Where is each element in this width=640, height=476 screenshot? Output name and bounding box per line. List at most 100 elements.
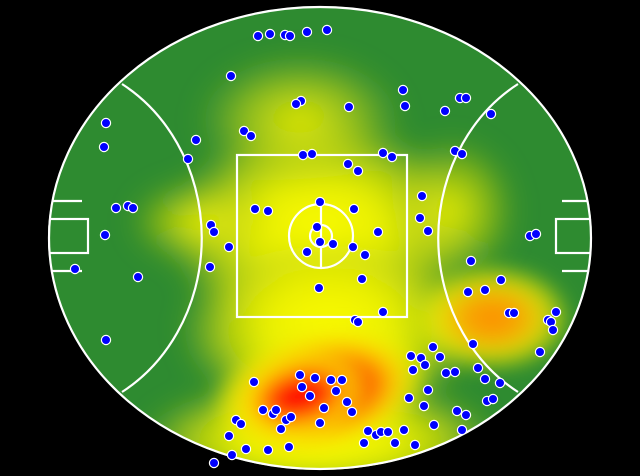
event-point (314, 417, 326, 429)
event-point (127, 202, 139, 214)
event-point (550, 306, 562, 318)
event-point (190, 134, 202, 146)
heat-top-corridor (195, 52, 405, 188)
event-point (283, 441, 295, 453)
event-point (399, 100, 411, 112)
event-point (249, 203, 261, 215)
event-point (495, 274, 507, 286)
event-point (377, 147, 389, 159)
event-point (325, 374, 337, 386)
event-point (208, 457, 220, 469)
event-point (386, 151, 398, 163)
event-point (301, 26, 313, 38)
event-point (358, 437, 370, 449)
heat-right-wing (386, 136, 518, 284)
event-point (235, 418, 247, 430)
event-point (327, 238, 339, 250)
event-point (418, 400, 430, 412)
event-point (409, 439, 421, 451)
event-point (460, 92, 472, 104)
event-markers (69, 24, 562, 469)
ground-markings (47, 5, 593, 471)
event-point (346, 406, 358, 418)
event-point (398, 424, 410, 436)
event-point (240, 443, 252, 455)
event-point (422, 384, 434, 396)
event-point (428, 419, 440, 431)
event-point (456, 424, 468, 436)
event-point (479, 373, 491, 385)
event-point (530, 228, 542, 240)
event-point (377, 306, 389, 318)
event-point (204, 261, 216, 273)
event-point (208, 226, 220, 238)
event-point (264, 28, 276, 40)
event-point (422, 225, 434, 237)
event-point (427, 341, 439, 353)
event-point (238, 125, 250, 137)
event-point (347, 241, 359, 253)
event-point (465, 255, 477, 267)
event-point (100, 117, 112, 129)
event-point (382, 426, 394, 438)
event-point (98, 141, 110, 153)
event-point (348, 203, 360, 215)
event-point (262, 205, 274, 217)
event-point (304, 390, 316, 402)
event-point (405, 350, 417, 362)
centre-square (235, 153, 409, 319)
event-point (309, 372, 321, 384)
event-point (508, 307, 520, 319)
event-point (352, 316, 364, 328)
event-point (434, 351, 446, 363)
event-point (314, 196, 326, 208)
event-point (110, 202, 122, 214)
event-point (226, 449, 238, 461)
event-point (372, 226, 384, 238)
event-point (389, 437, 401, 449)
event-point (419, 359, 431, 371)
event-point (472, 362, 484, 374)
event-point (416, 190, 428, 202)
event-point (487, 393, 499, 405)
event-point (132, 271, 144, 283)
event-point (252, 30, 264, 42)
event-point (223, 241, 235, 253)
event-point (407, 364, 419, 376)
event-point (290, 98, 302, 110)
event-point (318, 402, 330, 414)
event-point (306, 148, 318, 160)
event-point (297, 149, 309, 161)
event-point (342, 158, 354, 170)
event-point (100, 334, 112, 346)
event-point (225, 70, 237, 82)
event-point (352, 165, 364, 177)
event-point (270, 404, 282, 416)
event-point (460, 409, 472, 421)
event-point (296, 381, 308, 393)
event-point (467, 338, 479, 350)
event-point (301, 246, 313, 258)
event-point (275, 423, 287, 435)
event-point (69, 263, 81, 275)
event-point (451, 405, 463, 417)
event-point (257, 404, 269, 416)
heat-left-wing (128, 178, 272, 266)
event-point (449, 366, 461, 378)
event-point (321, 24, 333, 36)
event-point (313, 282, 325, 294)
event-point (485, 108, 497, 120)
event-point (403, 392, 415, 404)
event-point (223, 430, 235, 442)
event-point (311, 221, 323, 233)
event-point (479, 284, 491, 296)
event-point (362, 425, 374, 437)
event-point (534, 346, 546, 358)
event-point (248, 376, 260, 388)
right-fifty-arc (437, 83, 519, 393)
event-point (99, 229, 111, 241)
event-point (343, 101, 355, 113)
heat-hotspot-core (231, 350, 369, 442)
